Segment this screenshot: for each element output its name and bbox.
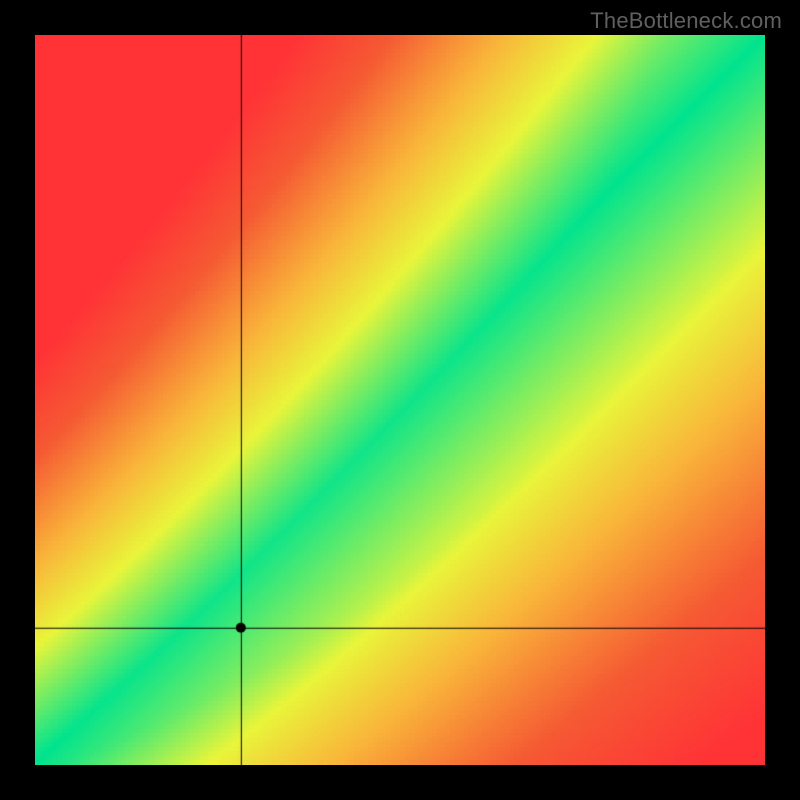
chart-container: TheBottleneck.com — [0, 0, 800, 800]
watermark-text: TheBottleneck.com — [590, 8, 782, 34]
heatmap-canvas — [35, 35, 765, 765]
heatmap-plot — [35, 35, 765, 765]
